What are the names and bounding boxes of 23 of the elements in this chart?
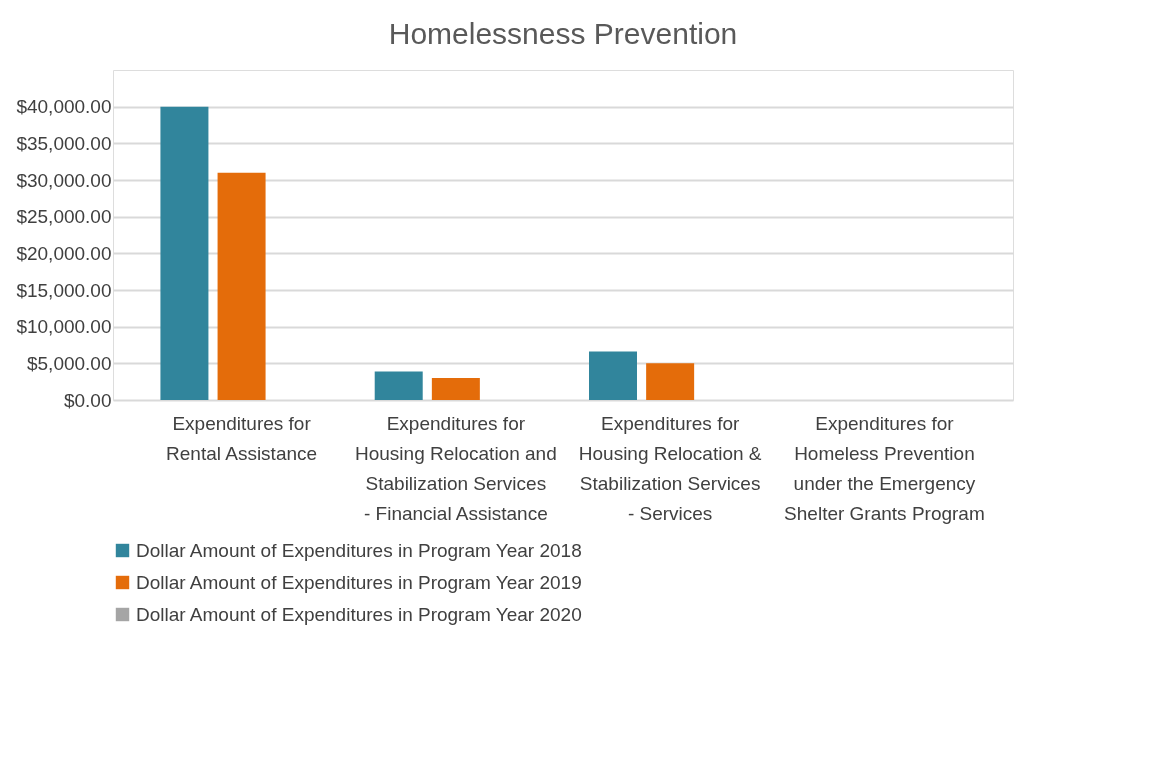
y-tick-label: $0.00 (63, 389, 112, 411)
y-tick-label: $5,000.00 (26, 352, 112, 374)
x-tick-label: Expenditures for Rental Assistance (166, 412, 318, 464)
chart-title: Homelessness Prevention (388, 17, 738, 50)
y-tick-label: $35,000.00 (16, 132, 112, 154)
bar (431, 378, 480, 400)
bar (589, 351, 637, 400)
y-tick-label: $10,000.00 (16, 316, 112, 338)
legend-label: Dollar Amount of Expenditures in Program Year 2020 (136, 603, 582, 625)
legend-label: Dollar Amount of Expenditures in Program Year 2018 (136, 539, 582, 561)
y-tick-label: $40,000.00 (16, 96, 112, 118)
bar (646, 363, 695, 400)
bar (217, 172, 266, 400)
y-tick-label: $15,000.00 (16, 279, 112, 301)
y-tick-label: $25,000.00 (16, 206, 112, 228)
bar (160, 106, 209, 400)
y-tick-label: $30,000.00 (16, 169, 112, 191)
y-tick-label: $20,000.00 (16, 242, 112, 264)
x-tick-label: Expenditures for Housing Relocation & Stabilization Services - Services (578, 412, 762, 524)
legend-label: Dollar Amount of Expenditures in Program Year 2019 (136, 571, 582, 593)
bar (374, 371, 423, 400)
x-tick-label: Expenditures for Housing Relocation and Stabilization Services - Financial Assistance (354, 412, 557, 524)
x-tick-label: Expenditures for Homeless Prevention under the Emergency Shelter Grants Program (784, 412, 985, 524)
